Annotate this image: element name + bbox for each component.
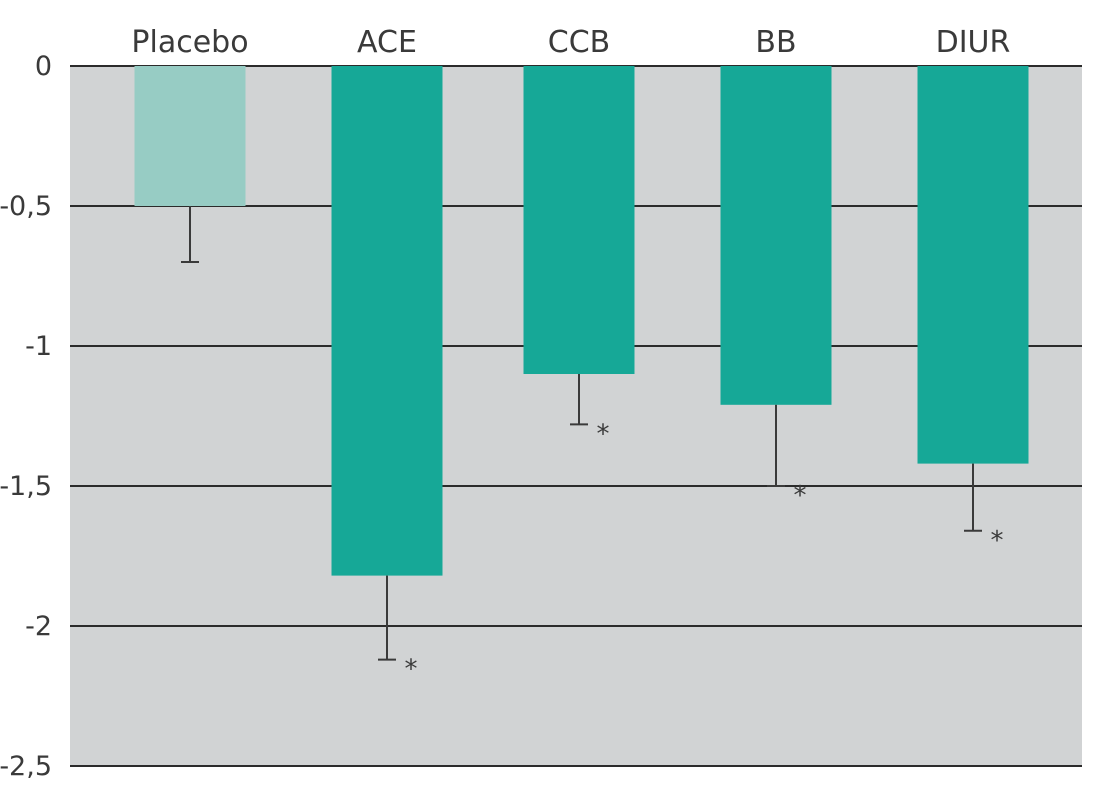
significance-marker: *	[597, 419, 610, 449]
y-tick-label: -2	[25, 611, 52, 642]
bar-placebo	[134, 66, 246, 206]
error-bars	[181, 206, 982, 661]
category-label: DIUR	[936, 25, 1011, 60]
category-label: ACE	[357, 25, 417, 60]
category-labels: Placebo ACE CCB BB DIUR	[131, 25, 1010, 60]
category-label: BB	[755, 25, 796, 60]
category-label: CCB	[548, 25, 610, 60]
bar-bb	[720, 66, 832, 405]
bar-diur	[917, 66, 1029, 464]
bar-ace	[331, 66, 443, 576]
y-tick-label: -1	[25, 331, 52, 362]
y-tick-label: -1,5	[0, 471, 52, 502]
bar-ccb	[523, 66, 635, 374]
y-tick-label: 0	[35, 51, 52, 82]
y-tick-label: -2,5	[0, 751, 52, 782]
category-label: Placebo	[131, 25, 248, 60]
y-axis-ticks: 0 -0,5 -1 -1,5 -2 -2,5	[0, 51, 52, 782]
bars	[134, 66, 1029, 576]
significance-marker: *	[991, 526, 1004, 556]
significance-marker: *	[794, 481, 807, 511]
significance-marker: *	[405, 655, 418, 685]
y-tick-label: -0,5	[0, 191, 52, 222]
significance-markers: * * * *	[405, 419, 1004, 684]
